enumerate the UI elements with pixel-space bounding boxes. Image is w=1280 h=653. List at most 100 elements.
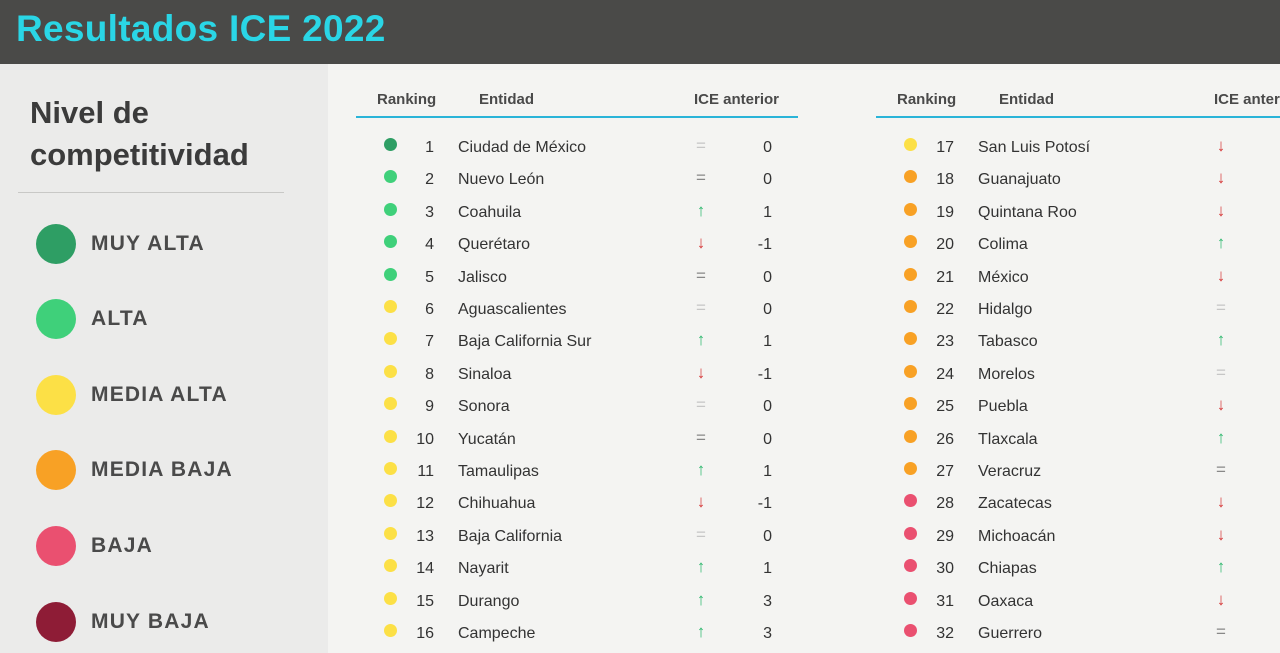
legend-heading: Nivel de competitividad <box>30 95 249 172</box>
entity-cell: Jalisco <box>458 268 507 286</box>
rank-cell: 22 <box>936 301 954 318</box>
arrow-up-icon: ↑ <box>696 200 706 220</box>
equal-icon: = <box>1216 622 1226 641</box>
table-row: 22 Hidalgo = <box>876 295 1280 327</box>
legend-item: BAJA <box>36 526 316 566</box>
entity-cell: Oaxaca <box>978 592 1034 610</box>
legend-swatch <box>36 375 76 415</box>
entity-cell: Guanajuato <box>978 171 1061 189</box>
rank-cell: 14 <box>416 560 434 578</box>
table-row: 5 Jalisco = 0 <box>356 263 798 295</box>
level-dot-icon <box>384 526 397 540</box>
equal-icon: = <box>1216 298 1226 317</box>
entity-cell: Morelos <box>978 365 1035 383</box>
level-dot-icon <box>904 526 917 540</box>
legend-item: MEDIA ALTA <box>36 375 316 415</box>
entity-cell: Querétaro <box>458 236 531 254</box>
ice-anterior-cell: 1 <box>763 463 772 480</box>
equal-icon: = <box>696 265 706 285</box>
entity-cell: Zacatecas <box>978 495 1052 513</box>
level-dot-icon <box>904 462 917 475</box>
level-dot-icon <box>384 364 397 378</box>
level-dot-icon <box>904 559 917 573</box>
entity-cell: Quintana Roo <box>978 203 1077 221</box>
rank-cell: 6 <box>425 301 434 318</box>
entity-cell: Baja California Sur <box>458 333 592 351</box>
legend-item: MEDIA BAJA <box>36 450 316 490</box>
level-dot-icon <box>384 397 397 411</box>
entity-cell: Aguascalientes <box>458 301 567 318</box>
level-dot-icon <box>904 591 917 605</box>
ice-anterior-cell: 0 <box>763 139 772 156</box>
rank-cell: 31 <box>936 592 954 610</box>
arrow-down-icon: ↓ <box>1216 168 1226 188</box>
entity-cell: Chiapas <box>978 560 1037 578</box>
table-header: Ranking Entidad ICE anterior <box>356 64 798 118</box>
arrow-down-icon: ↓ <box>1216 136 1226 155</box>
table-row: 11 Tamaulipas ↑ 1 <box>356 457 798 489</box>
table-row: 13 Baja California = 0 <box>356 522 798 554</box>
level-dot-icon <box>904 267 917 281</box>
rank-cell: 23 <box>936 333 954 351</box>
ice-anterior-cell: 0 <box>763 398 772 416</box>
rank-cell: 13 <box>416 527 434 545</box>
entity-cell: Veracruz <box>978 463 1042 480</box>
legend-label: ALTA <box>91 307 149 330</box>
header-bar: Resultados ICE 2022 <box>0 0 1280 64</box>
level-dot-icon <box>904 170 917 184</box>
legend-swatch <box>36 450 76 490</box>
level-dot-icon <box>904 138 917 151</box>
table-row: 3 Coahuila ↑ 1 <box>356 198 798 230</box>
level-dot-icon <box>384 170 397 184</box>
level-dot-icon <box>384 267 397 281</box>
table-row: 17 San Luis Potosí ↓ <box>876 133 1280 165</box>
table-row: 15 Durango ↑ 3 <box>356 587 798 619</box>
column-header-ranking: Ranking <box>897 91 957 108</box>
rank-cell: 15 <box>416 592 434 610</box>
rank-cell: 8 <box>425 365 434 383</box>
table-row: 27 Veracruz = <box>876 457 1280 489</box>
ice-anterior-cell: 0 <box>763 171 772 189</box>
level-dot-icon <box>384 138 397 151</box>
rank-cell: 19 <box>936 203 954 221</box>
table-row: 18 Guanajuato ↓ <box>876 165 1280 197</box>
arrow-down-icon: ↓ <box>1216 395 1226 415</box>
rank-cell: 27 <box>936 463 954 480</box>
arrow-up-icon: ↑ <box>696 589 706 609</box>
arrow-up-icon: ↑ <box>1216 557 1226 577</box>
column-header-ranking: Ranking <box>377 91 437 108</box>
entity-cell: Michoacán <box>978 527 1056 545</box>
arrow-up-icon: ↑ <box>1216 427 1226 447</box>
rank-cell: 30 <box>936 560 954 578</box>
level-dot-icon <box>384 300 397 313</box>
entity-cell: Ciudad de México <box>458 139 587 156</box>
ice-anterior-cell: 0 <box>763 268 772 286</box>
level-dot-icon <box>904 429 917 443</box>
arrow-down-icon: ↓ <box>1216 200 1226 220</box>
ice-anterior-cell: 1 <box>763 203 772 221</box>
entity-cell: Yucatán <box>458 430 516 448</box>
entity-cell: Campeche <box>458 625 536 642</box>
level-dot-icon <box>384 624 397 637</box>
legend-panel: Nivel de competitividad MUY ALTA ALTA MEDI… <box>0 64 328 653</box>
rank-cell: 7 <box>425 333 434 351</box>
legend-swatch <box>36 299 76 339</box>
table-row: 12 Chihuahua ↓ -1 <box>356 489 798 521</box>
level-dot-icon <box>904 300 917 313</box>
table-row: 29 Michoacán ↓ <box>876 522 1280 554</box>
table-row: 23 Tabasco ↑ <box>876 327 1280 359</box>
equal-icon: = <box>696 427 706 447</box>
rank-cell: 21 <box>936 268 954 286</box>
table-row: 24 Morelos = <box>876 360 1280 392</box>
level-dot-icon <box>904 494 917 508</box>
entity-cell: Tamaulipas <box>458 463 539 480</box>
level-dot-icon <box>384 494 397 508</box>
entity-cell: Tlaxcala <box>978 430 1038 448</box>
legend-label: BAJA <box>91 534 153 557</box>
equal-icon: = <box>696 395 706 415</box>
page-title: Resultados ICE 2022 <box>16 8 386 49</box>
entity-cell: Sonora <box>458 398 510 416</box>
table-row: 1 Ciudad de México = 0 <box>356 133 798 165</box>
ice-anterior-cell: 0 <box>763 430 772 448</box>
rank-cell: 9 <box>425 398 434 416</box>
